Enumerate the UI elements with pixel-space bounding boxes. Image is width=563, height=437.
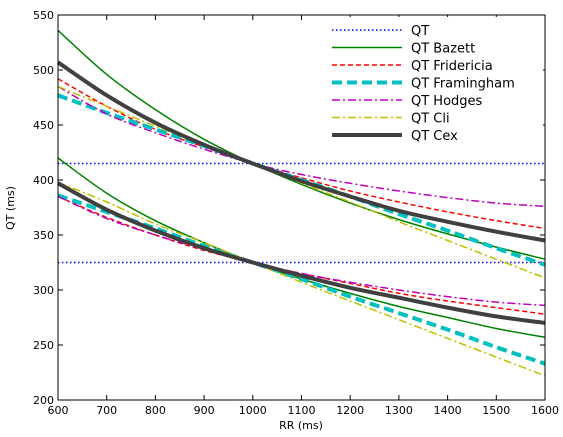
legend: QT QT Bazett QT Fridericia QT Framingham QT … <box>325 17 543 144</box>
series-line-qt-cex-lower <box>57 181 546 325</box>
legend-label: QT Bazett <box>411 42 475 57</box>
y-axis-label: QT (ms) <box>4 186 17 230</box>
series-line-qt-hodges-upper <box>57 85 546 208</box>
legend-label: QT Framingham <box>411 77 515 92</box>
x-tick-label: 700 <box>96 404 117 417</box>
x-tick-label: 1300 <box>385 404 413 417</box>
y-tick-label: 550 <box>33 9 54 22</box>
legend-box <box>325 17 543 143</box>
y-tick-label: 200 <box>33 394 54 407</box>
y-tick-label: 450 <box>33 119 54 132</box>
series-line-qt-cli-upper <box>57 85 546 279</box>
series-line-qt-fridericia-upper <box>57 78 546 230</box>
x-tick-label: 1000 <box>239 404 267 417</box>
series-line-qt-cex-upper <box>56 60 546 243</box>
series-line-qt-hodges-lower <box>57 195 546 307</box>
legend-label: QT Cli <box>411 112 450 127</box>
legend-label: QT <box>411 24 429 39</box>
x-tick-label: 1100 <box>288 404 316 417</box>
x-tick-label: 1500 <box>482 404 510 417</box>
series-line-qt-fridericia-lower <box>57 195 546 315</box>
legend-label: QT Hodges <box>411 94 483 109</box>
x-tick-label: 1200 <box>336 404 364 417</box>
x-tick-label: 800 <box>145 404 166 417</box>
y-tick-label: 350 <box>33 229 54 242</box>
y-tick-label: 250 <box>33 339 54 352</box>
x-tick-label: 1400 <box>434 404 462 417</box>
legend-label: QT Fridericia <box>411 59 493 74</box>
series-line-qt-cli-lower <box>57 181 546 377</box>
x-tick-label: 900 <box>194 404 215 417</box>
x-tick-label: 1600 <box>531 404 559 417</box>
x-axis-label: RR (ms) <box>279 419 323 432</box>
legend-label: QT Cex <box>411 129 458 144</box>
y-tick-label: 300 <box>33 284 54 297</box>
plot-lines <box>56 29 546 377</box>
y-tick-label: 500 <box>33 64 54 77</box>
series-line-qt-framingham-lower <box>57 193 546 366</box>
x-tick-label: 600 <box>48 404 69 417</box>
y-tick-label: 400 <box>33 174 54 187</box>
series-line-qt-bazett-upper <box>57 29 546 260</box>
axis-ticks: 600 700 800 900 1000 1100 1200 1300 1400 1500 1600… <box>33 9 559 417</box>
